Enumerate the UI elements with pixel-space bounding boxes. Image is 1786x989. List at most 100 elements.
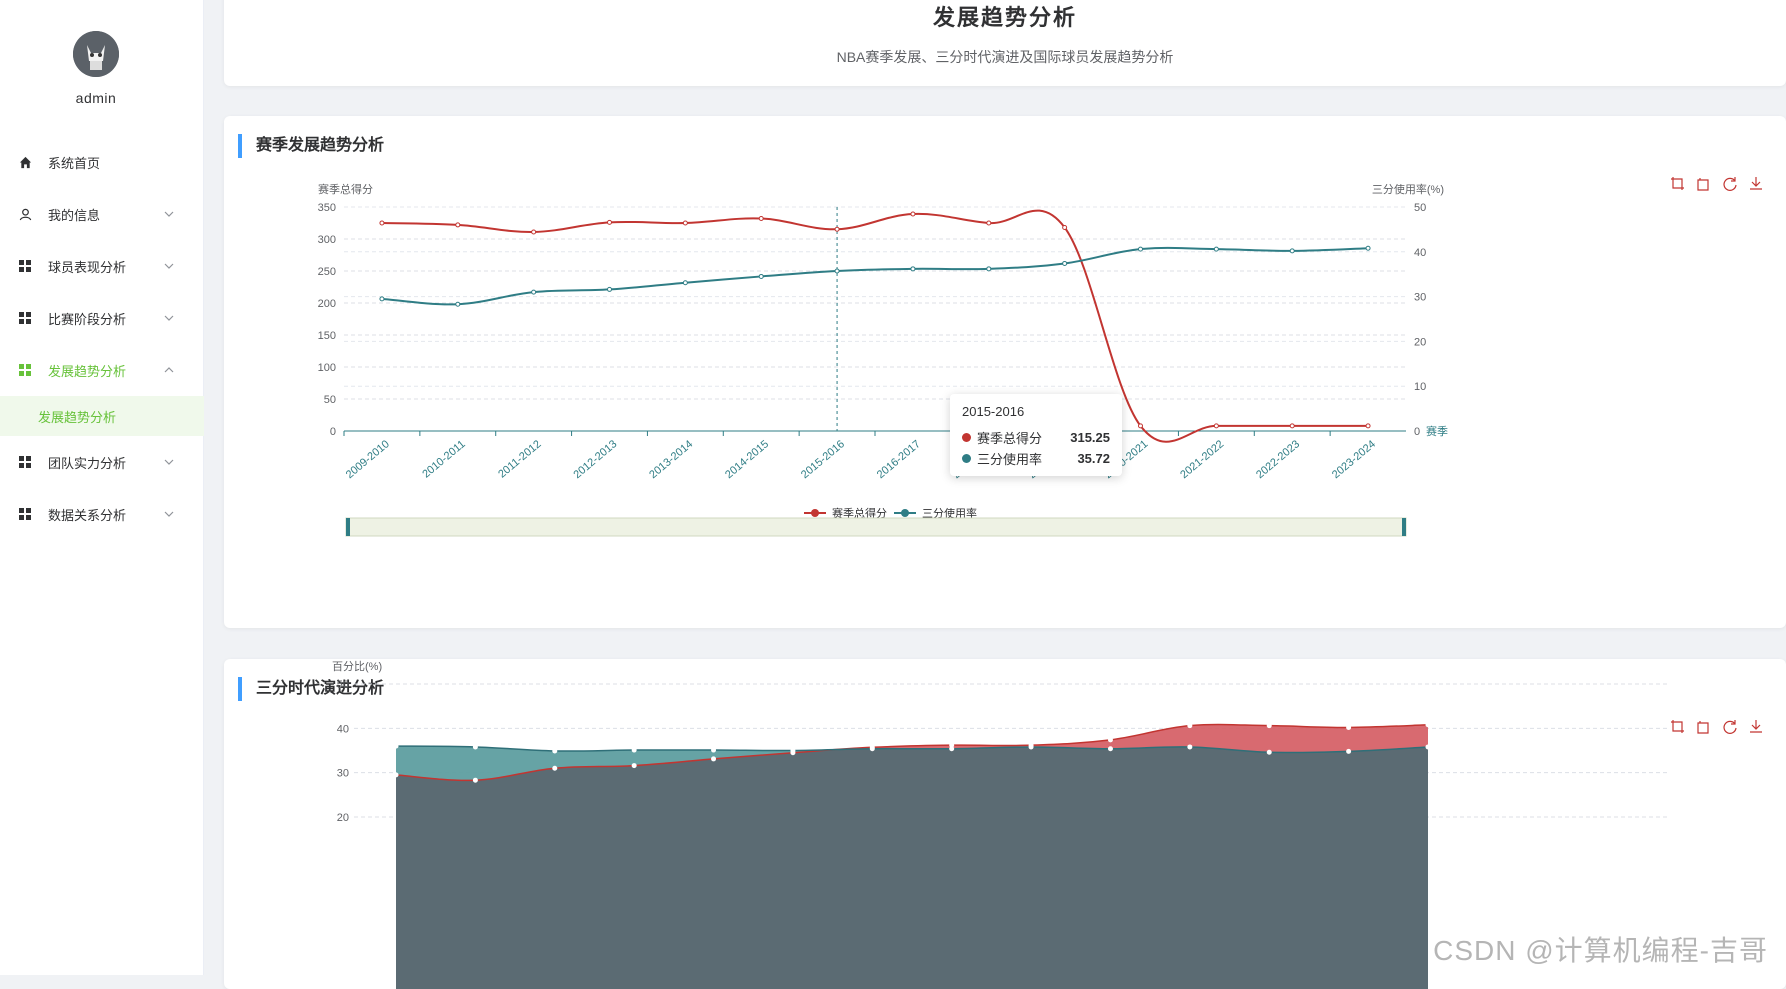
grid-icon <box>18 259 32 273</box>
chevron-down-icon <box>164 263 174 269</box>
legend-marker <box>811 509 819 517</box>
y-tick-label-left: 200 <box>318 298 336 310</box>
data-point <box>552 765 558 771</box>
data-point <box>393 772 399 778</box>
restore-icon[interactable] <box>1722 176 1738 192</box>
data-zoom-slider <box>345 517 1407 537</box>
data-zoom-handle <box>1402 518 1406 536</box>
zoom-icon[interactable] <box>1670 719 1686 735</box>
submenu-item-trend-analysis[interactable]: 发展趋势分析 <box>0 396 204 436</box>
y-tick-label-right: 0 <box>1414 426 1420 438</box>
y-tick-label-right: 50 <box>1414 202 1426 214</box>
restore-icon[interactable] <box>1722 719 1738 735</box>
data-point <box>986 266 992 272</box>
page-subtitle: NBA赛季发展、三分时代演进及国际球员发展趋势分析 <box>836 49 1174 65</box>
data-point <box>1425 744 1431 750</box>
tooltip-title: 2015-2016 <box>962 404 1025 419</box>
y-tick-label: 40 <box>337 723 349 735</box>
username: admin <box>75 90 117 106</box>
grid-icon <box>18 507 32 521</box>
three-point-era-chart[interactable]: 20 30 40 50 百分比(%) <box>224 659 1786 989</box>
legend-dot-icon <box>962 433 971 442</box>
chevron-down-icon <box>164 211 174 217</box>
x-tick-label: 2021-2022 <box>1178 438 1226 481</box>
data-point <box>1266 749 1272 755</box>
menu-item-trend-analysis[interactable]: 发展趋势分析 <box>0 344 204 396</box>
x-tick-label: 2011-2012 <box>496 438 543 480</box>
tooltip-row: 赛季总得分 315.25 <box>962 427 1110 448</box>
chart-toolbox <box>1670 719 1764 735</box>
data-point <box>607 219 612 225</box>
data-point <box>1187 723 1193 729</box>
y-tick-label-right: 20 <box>1414 336 1426 348</box>
data-point <box>1289 423 1295 429</box>
menu-item-data-relation[interactable]: 数据关系分析 <box>0 488 204 540</box>
tooltip-series-name: 赛季总得分 <box>977 431 1043 446</box>
menu-label-player-analysis: 球员表现分析 <box>48 259 127 275</box>
data-point <box>1187 744 1193 750</box>
data-point <box>631 747 637 753</box>
menu-item-player-analysis[interactable]: 球员表现分析 <box>0 240 204 292</box>
tooltip-series-value: 315.25 <box>1070 430 1110 445</box>
chevron-down-icon <box>164 459 174 465</box>
grid-icon <box>18 311 32 325</box>
menu-item-my-info[interactable]: 我的信息 <box>0 188 204 240</box>
data-point <box>552 748 558 754</box>
legend-marker <box>901 509 909 517</box>
data-point <box>393 743 399 749</box>
data-point <box>1289 248 1295 254</box>
chart-toolbox <box>1670 176 1764 192</box>
submenu-label-trend-analysis: 发展趋势分析 <box>38 409 117 425</box>
data-point <box>1346 724 1352 730</box>
data-point <box>949 742 955 748</box>
data-point <box>758 216 764 222</box>
menu-label-my-info: 我的信息 <box>48 207 101 223</box>
zoom-reset-icon[interactable] <box>1696 176 1712 192</box>
x-axis-title: 赛季 <box>1426 424 1448 438</box>
series-line <box>381 209 1369 443</box>
y-tick-label-left: 350 <box>318 202 336 214</box>
legend-label: 三分使用率 <box>922 506 977 520</box>
season-trend-card: 赛季发展趋势分析 0 50 100 150 200 250 300 350 0 10 20 30 40 5… <box>224 116 1786 628</box>
x-tick-label: 2022-2023 <box>1254 438 1302 481</box>
menu-item-home[interactable]: 系统首页 <box>0 136 204 188</box>
download-icon[interactable] <box>1748 719 1764 735</box>
grid-icon <box>18 363 32 377</box>
data-point <box>790 748 796 753</box>
data-point <box>711 756 717 762</box>
data-point <box>834 268 840 274</box>
zoom-icon[interactable] <box>1670 176 1686 192</box>
data-point <box>379 220 385 226</box>
data-point <box>1138 246 1143 252</box>
data-point <box>1062 260 1068 266</box>
data-point <box>1028 744 1034 750</box>
data-point <box>758 273 764 279</box>
x-tick-label: 2015-2016 <box>799 438 847 481</box>
data-point <box>1425 722 1431 728</box>
menu-item-game-stage[interactable]: 比赛阶段分析 <box>0 292 204 344</box>
y-tick-label-left: 250 <box>318 266 336 278</box>
y-tick-label-right: 10 <box>1414 381 1426 393</box>
zoom-reset-icon[interactable] <box>1696 719 1712 735</box>
x-tick-label: 2013-2014 <box>647 438 695 481</box>
y-tick-label: 20 <box>337 812 349 824</box>
y-tick-label-left: 50 <box>324 394 336 406</box>
menu-item-team-strength[interactable]: 团队实力分析 <box>0 436 204 488</box>
side-menu: 系统首页 我的信息 球员表现分析 比赛阶段分析 <box>0 136 204 540</box>
series-line <box>395 723 1429 782</box>
y-tick-label: 50 <box>337 679 349 691</box>
x-tick-label: 2014-2015 <box>723 438 771 481</box>
y-axis-title-left: 赛季总得分 <box>318 182 373 196</box>
data-point <box>910 266 916 272</box>
y-tick-label-left: 100 <box>318 362 336 374</box>
data-point <box>986 220 992 226</box>
data-point <box>455 301 461 307</box>
x-tick-label: 2016-2017 <box>875 438 923 481</box>
sidebar: admin 系统首页 我的信息 球员表现分析 比赛阶段分析 <box>0 0 204 975</box>
data-point <box>1138 423 1143 429</box>
avatar[interactable] <box>73 31 119 77</box>
menu-label-data-relation: 数据关系分析 <box>48 507 127 523</box>
download-icon[interactable] <box>1748 176 1764 192</box>
card-title: 三分时代演进分析 <box>238 677 384 701</box>
